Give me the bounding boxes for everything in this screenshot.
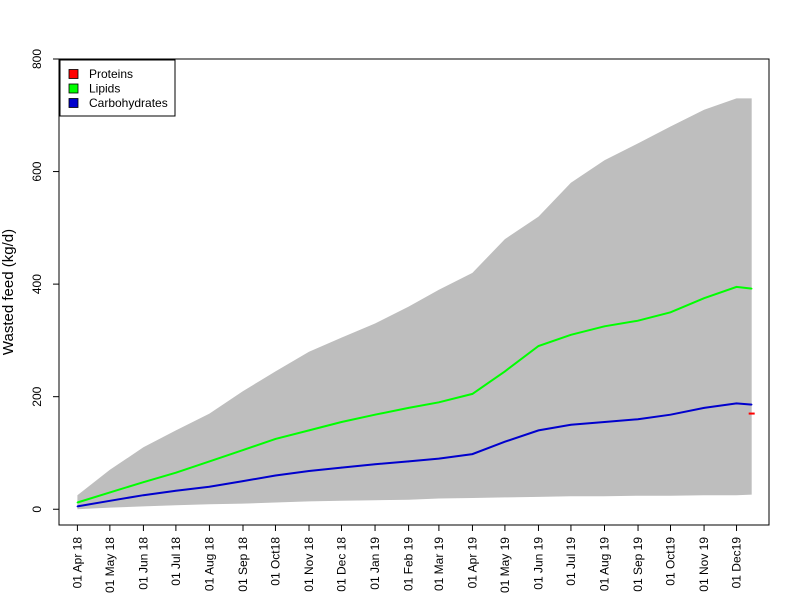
data-point [735,402,738,405]
data-point [438,457,440,460]
data-point [274,438,277,440]
legend-label: Proteins [89,67,133,81]
data-point [76,505,79,508]
y-axis-title: Wasted feed (kg/d) [0,229,17,355]
data-point [637,418,639,420]
x-tick-label: 01 Dec19 [730,537,744,589]
data-point [109,491,111,494]
data-point [142,494,145,496]
data-point [175,489,177,492]
x-tick-label: 01 Jun 19 [531,537,545,590]
data-point [504,370,506,373]
data-point [274,474,277,477]
data-point [750,403,753,406]
data-point [735,286,738,288]
data-point [308,470,310,472]
x-tick-label: 01 Dec 18 [334,537,348,592]
y-tick-label: 600 [30,161,44,181]
data-point [471,453,474,455]
data-point [438,401,440,404]
data-point [242,449,244,451]
data-point [669,413,672,416]
data-point [669,311,672,314]
range-band-layer [77,98,752,510]
legend-label: Lipids [89,82,120,96]
x-tick-label: 01 Jul 19 [564,537,578,586]
data-point [208,485,211,488]
data-point [471,393,474,395]
data-point [374,413,376,416]
legend-item-lipids: Lipids [68,82,120,96]
data-point [340,466,343,469]
y-tick-label: 800 [30,49,44,69]
legend-swatch [68,83,79,94]
data-point [175,471,177,474]
x-tick-label: 01 Oct19 [664,537,678,586]
x-tick-label: 01 Jul 18 [169,537,183,586]
data-point [308,429,310,432]
legend-swatch [68,98,79,108]
data-point [142,481,145,484]
legend-item-proteins: Proteins [68,67,133,81]
data-point [109,499,111,502]
x-tick-label: 01 Apr 18 [70,537,84,589]
x-tick-label: 01 May 18 [103,537,117,593]
data-point [537,429,540,432]
series-layer [76,285,755,508]
data-point [703,407,705,409]
legend-label: Carbohydrates [89,96,168,110]
series-line [77,285,752,504]
data-point [603,421,606,423]
series-carbohydrates [76,402,753,508]
y-tick-label: 0 [30,506,44,513]
data-point [242,480,244,482]
x-axis: 01 Apr 18 01 May 18 01 Jun 18 01 Jul 18 01 A… [70,525,744,593]
data-point [374,463,376,466]
data-point [570,424,572,426]
x-tick-label: 01 Nov 19 [697,537,711,592]
x-tick-label: 01 Sep 19 [631,537,645,592]
y-tick-label: 400 [30,274,44,294]
data-point [637,319,639,322]
series-line [77,402,752,508]
data-point [340,421,343,423]
data-point [407,407,410,409]
data-point [603,325,606,328]
legend-swatch [68,69,79,79]
range-band [77,98,752,510]
data-point [76,501,79,504]
x-tick-label: 01 Aug 18 [202,537,216,591]
x-tick-label: 01 May 19 [498,537,512,593]
data-point [504,440,506,443]
x-tick-label: 01 Jun 18 [136,537,150,590]
x-tick-label: 01 Apr 19 [465,537,479,589]
y-tick-label: 200 [30,386,44,406]
x-tick-label: 01 Mar 19 [432,537,446,591]
data-point [703,297,705,299]
legend-item-carbohydrates: Carbohydrates [68,96,168,110]
data-point [750,287,753,290]
x-tick-label: 01 Sep 18 [236,537,250,592]
x-tick-label: 01 Oct18 [268,537,282,586]
plot-frame [58,58,770,526]
legend-box [59,59,176,117]
y-axis: 0 200 400 600 800 [30,49,59,513]
x-tick-label: 01 Feb 19 [402,537,416,591]
data-point [537,345,540,347]
x-tick-label: 01 Nov 18 [302,537,316,592]
x-tick-label: 01 Jan 19 [368,537,382,590]
series-lipids [76,285,753,504]
data-point [208,460,211,463]
x-tick-label: 01 Aug 19 [597,537,611,591]
data-point [570,333,572,336]
data-point [407,460,410,463]
